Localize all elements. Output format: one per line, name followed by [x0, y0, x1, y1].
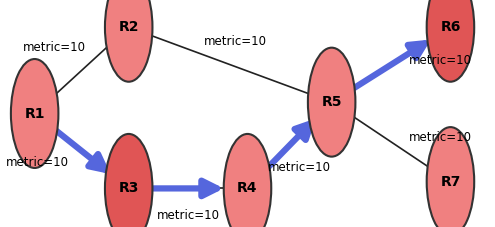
Ellipse shape	[308, 48, 355, 157]
Text: R1: R1	[24, 106, 45, 121]
Text: metric=10: metric=10	[203, 35, 267, 49]
Text: R4: R4	[237, 181, 258, 195]
Ellipse shape	[427, 0, 474, 82]
Ellipse shape	[224, 134, 271, 227]
Text: metric=10: metric=10	[409, 131, 472, 144]
Text: metric=10: metric=10	[156, 209, 220, 222]
Ellipse shape	[11, 59, 58, 168]
Ellipse shape	[105, 134, 152, 227]
Text: metric=10: metric=10	[268, 161, 331, 175]
Text: metric=10: metric=10	[23, 41, 86, 54]
Text: R7: R7	[440, 175, 461, 189]
Text: R2: R2	[118, 20, 139, 34]
Text: R6: R6	[440, 20, 461, 34]
Ellipse shape	[105, 0, 152, 82]
Text: metric=10: metric=10	[5, 156, 69, 169]
Text: R3: R3	[118, 181, 139, 195]
Text: metric=10: metric=10	[409, 54, 472, 67]
Text: R5: R5	[321, 95, 342, 109]
Ellipse shape	[427, 127, 474, 227]
